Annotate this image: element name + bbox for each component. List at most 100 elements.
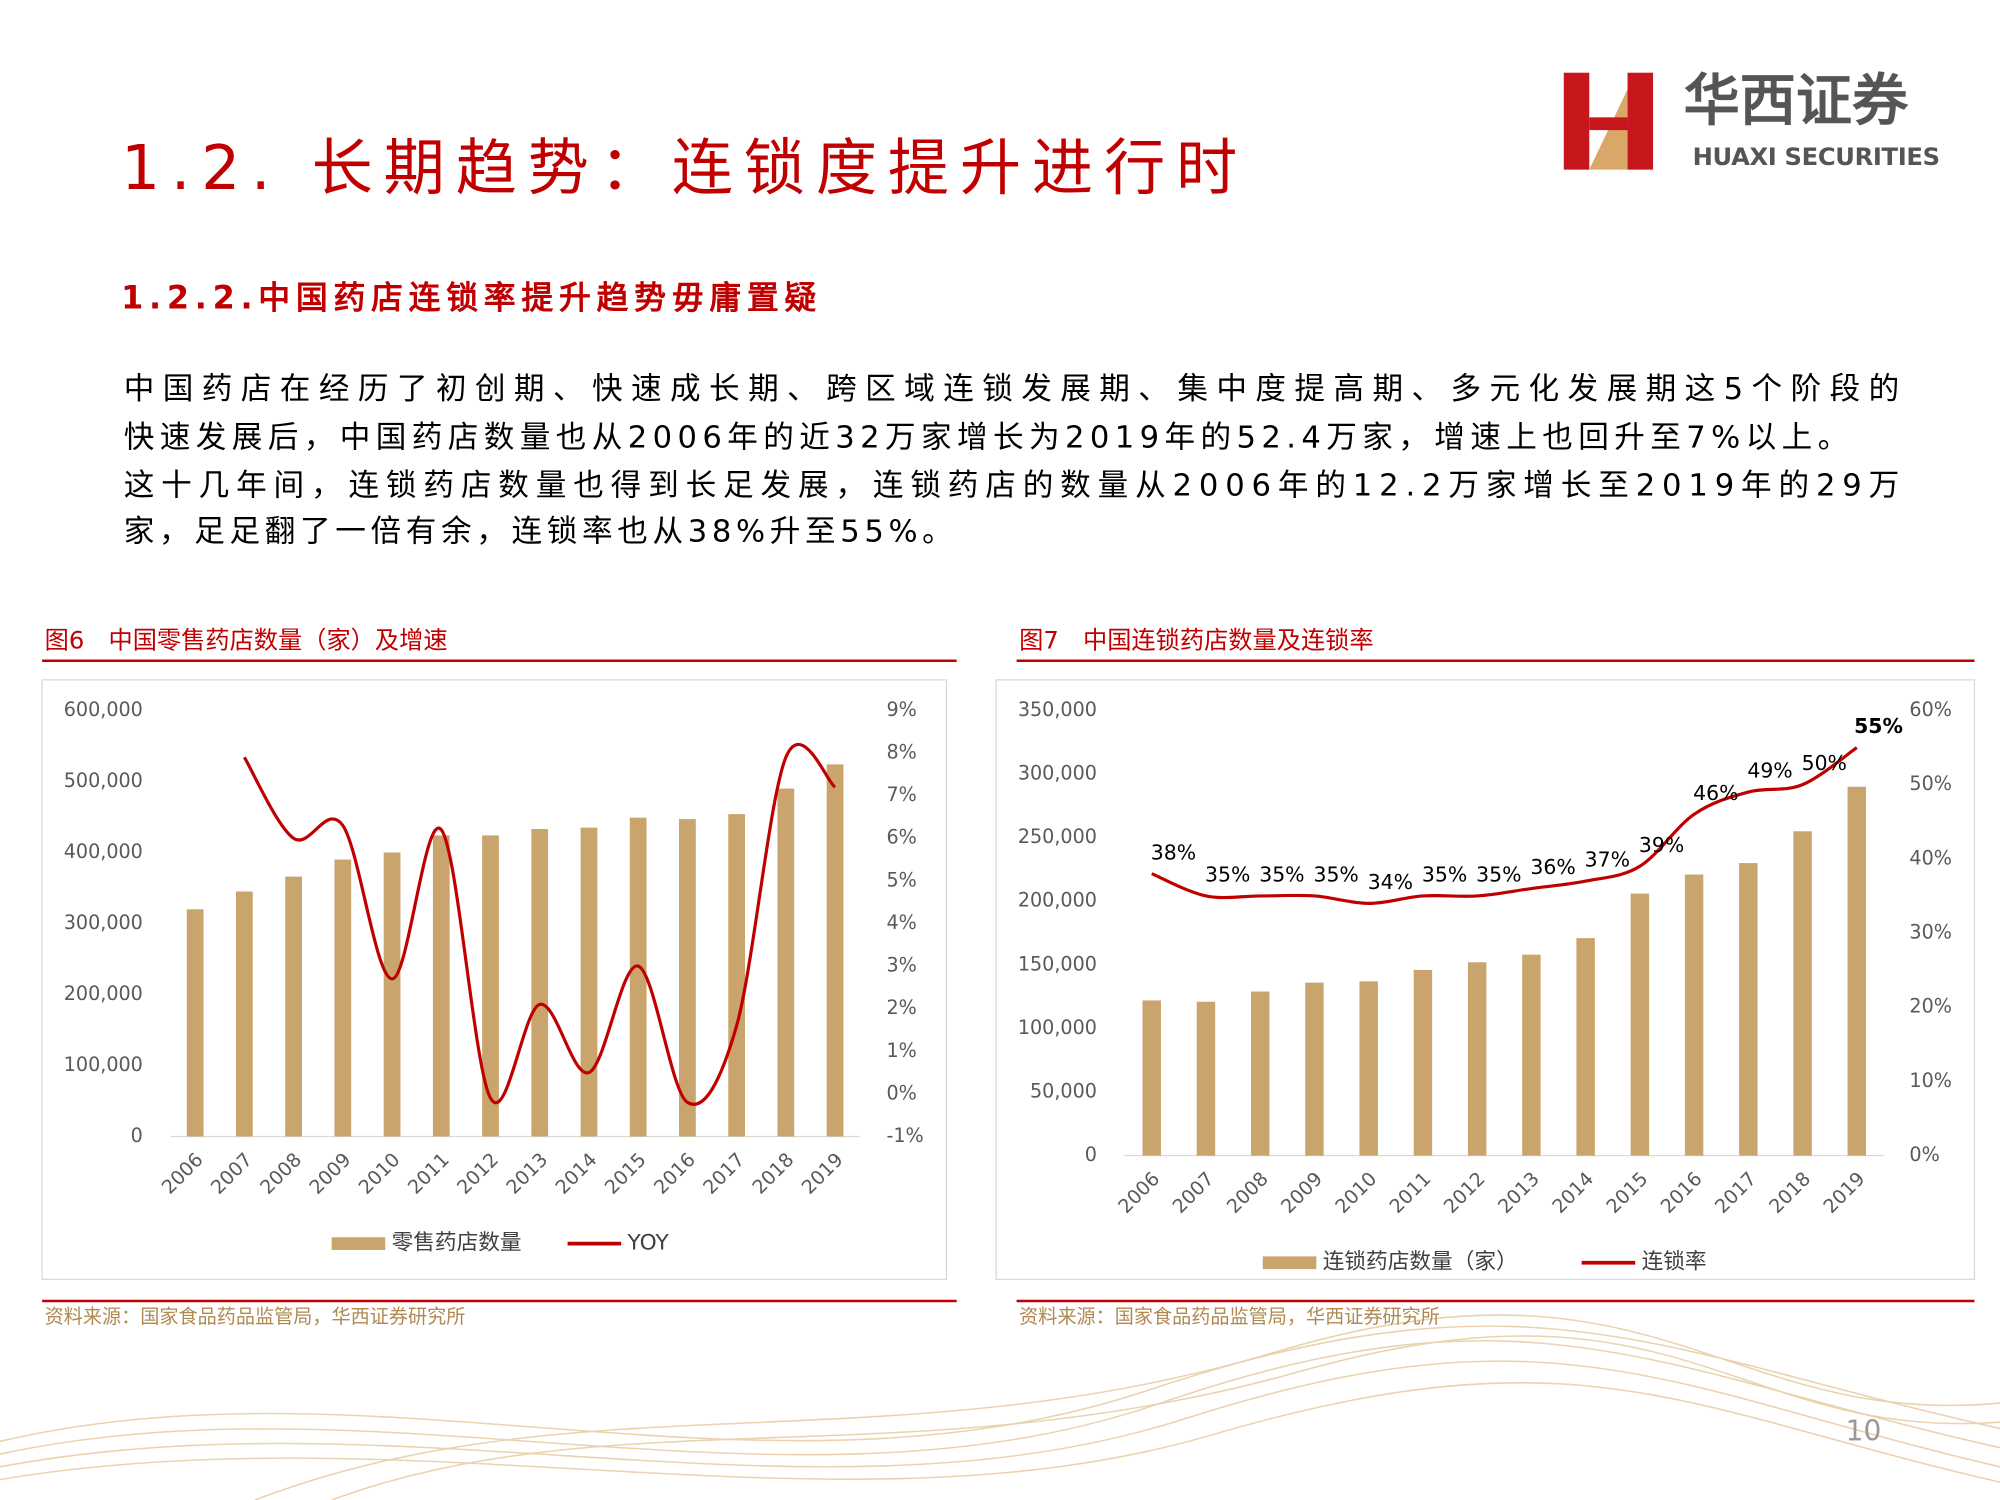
y2-tick-label: 20% (1909, 995, 1952, 1018)
bar (285, 876, 302, 1137)
value-label: 49% (1747, 759, 1792, 783)
value-label: 39% (1639, 833, 1684, 857)
bar (1142, 1000, 1161, 1156)
bar (236, 891, 253, 1137)
y2-tick-label: 9% (886, 698, 916, 721)
y2-tick-label: 60% (1909, 698, 1952, 721)
slide-title: 1.2. 长期趋势：连锁度提升进行时 (121, 133, 1237, 204)
y-tick-label: 600,000 (64, 698, 143, 721)
x-tick-label: 2011 (403, 1148, 454, 1199)
chart-frame (995, 679, 1976, 1280)
logo-cn: 华西证券 (1684, 69, 1909, 134)
value-label: 46% (1693, 781, 1738, 805)
x-tick-label: 2010 (354, 1148, 405, 1199)
bar (728, 814, 745, 1137)
y-tick-label: 500,000 (64, 769, 143, 792)
y-tick-label: 300,000 (64, 911, 143, 934)
x-tick-label: 2006 (1114, 1167, 1165, 1218)
y2-tick-label: 40% (1909, 846, 1952, 869)
x-tick-label: 2012 (1439, 1167, 1490, 1218)
legend-label: 零售药店数量 (392, 1231, 522, 1256)
y-tick-label: 400,000 (64, 840, 143, 863)
legend-swatch (331, 1237, 386, 1250)
logo-bar (1563, 72, 1590, 170)
bar (1739, 863, 1758, 1156)
x-tick-label: 2019 (797, 1148, 848, 1199)
legend-label: YOY (627, 1231, 670, 1256)
bar (1413, 969, 1433, 1156)
bar (432, 835, 450, 1137)
bar (1576, 938, 1595, 1156)
y-tick-label: 300,000 (1018, 762, 1097, 785)
paragraph-line: 快速发展后，中国药店数量也从2006年的近32万家增长为2019年的52.4万家… (124, 420, 1848, 455)
x-tick-label: 2019 (1819, 1167, 1870, 1218)
bar (482, 835, 499, 1137)
bar (1250, 991, 1270, 1156)
y-tick-label: 0 (1085, 1143, 1097, 1166)
value-label: 35% (1313, 863, 1358, 887)
x-tick-label: 2009 (1276, 1167, 1327, 1218)
legend-label: 连锁药店数量（家） (1323, 1250, 1518, 1275)
y-tick-label: 200,000 (1018, 889, 1097, 912)
y2-tick-label: 30% (1909, 921, 1952, 944)
bar (1522, 954, 1541, 1156)
x-tick-label: 2015 (1602, 1167, 1653, 1218)
value-label: 38% (1151, 840, 1196, 864)
page-number: 10 (1846, 1414, 1882, 1447)
y2-tick-label: 3% (886, 954, 916, 977)
value-label: 35% (1476, 863, 1521, 887)
bar (679, 819, 696, 1137)
y2-tick-label: 50% (1909, 772, 1952, 795)
y-tick-label: 150,000 (1018, 952, 1097, 975)
bar (826, 764, 844, 1137)
y2-tick-label: 7% (886, 783, 916, 806)
logo-bar (1589, 117, 1628, 131)
x-tick-label: 2008 (1222, 1167, 1273, 1218)
chart-source: 资料来源：国家食品药品监管局，华西证券研究所 (45, 1305, 466, 1328)
bar (629, 817, 647, 1137)
bar (1684, 874, 1704, 1156)
x-tick-label: 2007 (1168, 1167, 1219, 1218)
y-tick-label: 200,000 (64, 982, 143, 1005)
bar (1793, 831, 1812, 1156)
value-label: 34% (1368, 870, 1413, 894)
background-waves (0, 1314, 2000, 1500)
legend-label: 连锁率 (1642, 1250, 1707, 1275)
y2-tick-label: 1% (886, 1039, 916, 1062)
legend-swatch (1262, 1256, 1317, 1270)
line (243, 742, 837, 1106)
x-tick-label: 2018 (748, 1148, 799, 1199)
value-label: 35% (1422, 863, 1467, 887)
bar (531, 829, 549, 1137)
value-label: 50% (1802, 751, 1847, 775)
x-tick-label: 2008 (255, 1148, 306, 1199)
x-tick-label: 2007 (206, 1148, 257, 1199)
chart-caption: 图6 中国零售药店数量（家）及增速 (45, 627, 448, 655)
value-label: 36% (1530, 855, 1575, 879)
chart-caption: 图7 中国连锁药店数量及连锁率 (1019, 627, 1373, 655)
chart-source: 资料来源：国家食品药品监管局，华西证券研究所 (1019, 1305, 1440, 1328)
y-tick-label: 350,000 (1018, 698, 1097, 721)
chart-frame (41, 679, 948, 1280)
x-tick-label: 2014 (1547, 1167, 1598, 1218)
y-tick-label: 100,000 (64, 1053, 143, 1076)
y-tick-label: 100,000 (1018, 1016, 1097, 1039)
y2-tick-label: -1% (886, 1124, 923, 1147)
bar (1196, 1001, 1216, 1156)
logo: 华西证券 HUAXI SECURITIES (1563, 69, 1940, 171)
bar (186, 909, 204, 1137)
y-tick-label: 0 (131, 1124, 143, 1147)
line (1151, 746, 1858, 905)
bar (1359, 981, 1378, 1156)
y2-tick-label: 8% (886, 741, 916, 764)
x-tick-label: 2012 (452, 1148, 503, 1199)
bar (777, 788, 795, 1137)
x-tick-label: 2010 (1331, 1167, 1382, 1218)
y-tick-label: 250,000 (1018, 825, 1097, 848)
x-tick-label: 2016 (1656, 1167, 1707, 1218)
x-tick-label: 2011 (1385, 1167, 1436, 1218)
y2-tick-label: 6% (886, 826, 916, 849)
